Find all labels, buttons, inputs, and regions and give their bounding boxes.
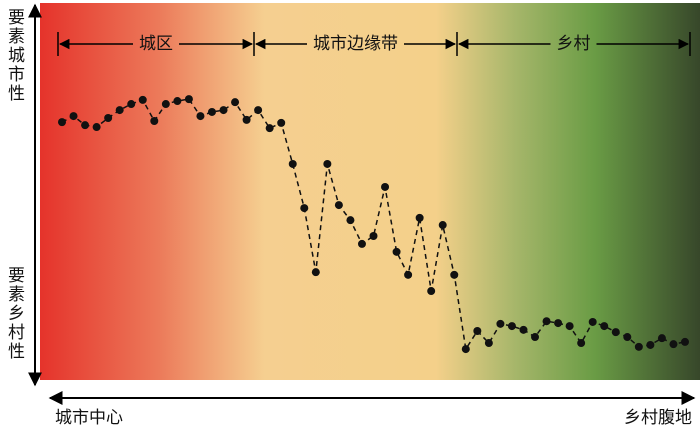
data-point [404,270,413,279]
data-point [219,106,228,115]
data-point [231,98,240,107]
data-point [484,339,493,348]
data-point [669,340,678,349]
data-point [150,117,159,126]
zone-brackets [57,32,691,56]
data-point [577,339,586,348]
data-point [288,159,297,168]
data-point [588,317,597,326]
data-point [196,112,205,121]
data-point [496,319,505,328]
data-point [427,287,436,296]
data-point [115,106,124,115]
data-point [311,268,320,277]
data-point [346,216,355,225]
zone-label: 城区 [139,34,173,54]
data-point [207,107,216,116]
zone-label: 乡村 [557,34,591,54]
y-top-label: 要素城市性 [4,8,25,103]
x-right-label: 乡村腹地 [624,408,692,428]
data-point [438,221,447,230]
data-point [69,112,78,121]
data-point [554,319,563,328]
data-point [392,247,401,256]
data-point [242,115,251,124]
data-point [92,123,101,132]
data-point [461,345,470,354]
data-point [473,326,482,335]
data-point [634,342,643,351]
plot-background [40,3,700,380]
data-point [415,213,424,222]
data-point [254,106,263,115]
data-point [519,325,528,334]
data-point [623,333,632,342]
data-point [542,317,551,326]
data-point [58,118,66,127]
data-point [173,97,182,106]
data-point [600,322,609,331]
data-point [323,159,332,168]
data-point [161,100,170,109]
data-point [450,270,459,279]
x-left-label: 城市中心 [55,408,123,428]
zone-label: 城市边缘带 [313,34,398,54]
data-point [334,201,343,210]
data-point [369,231,378,240]
data-point [357,239,366,248]
data-point [381,182,390,191]
y-bottom-label: 要素乡村性 [4,266,25,361]
data-point [104,113,113,122]
data-point [300,204,309,213]
data-point [611,328,620,337]
data-point [184,95,193,104]
data-point [138,95,147,104]
data-point [531,333,540,342]
data-point [127,100,136,109]
data-point [507,322,516,331]
data-point [681,337,689,346]
data-point [646,340,655,349]
data-point [277,118,286,127]
data-point [265,124,274,133]
data-point [657,334,666,343]
data-point [81,121,90,130]
data-point [565,322,574,331]
